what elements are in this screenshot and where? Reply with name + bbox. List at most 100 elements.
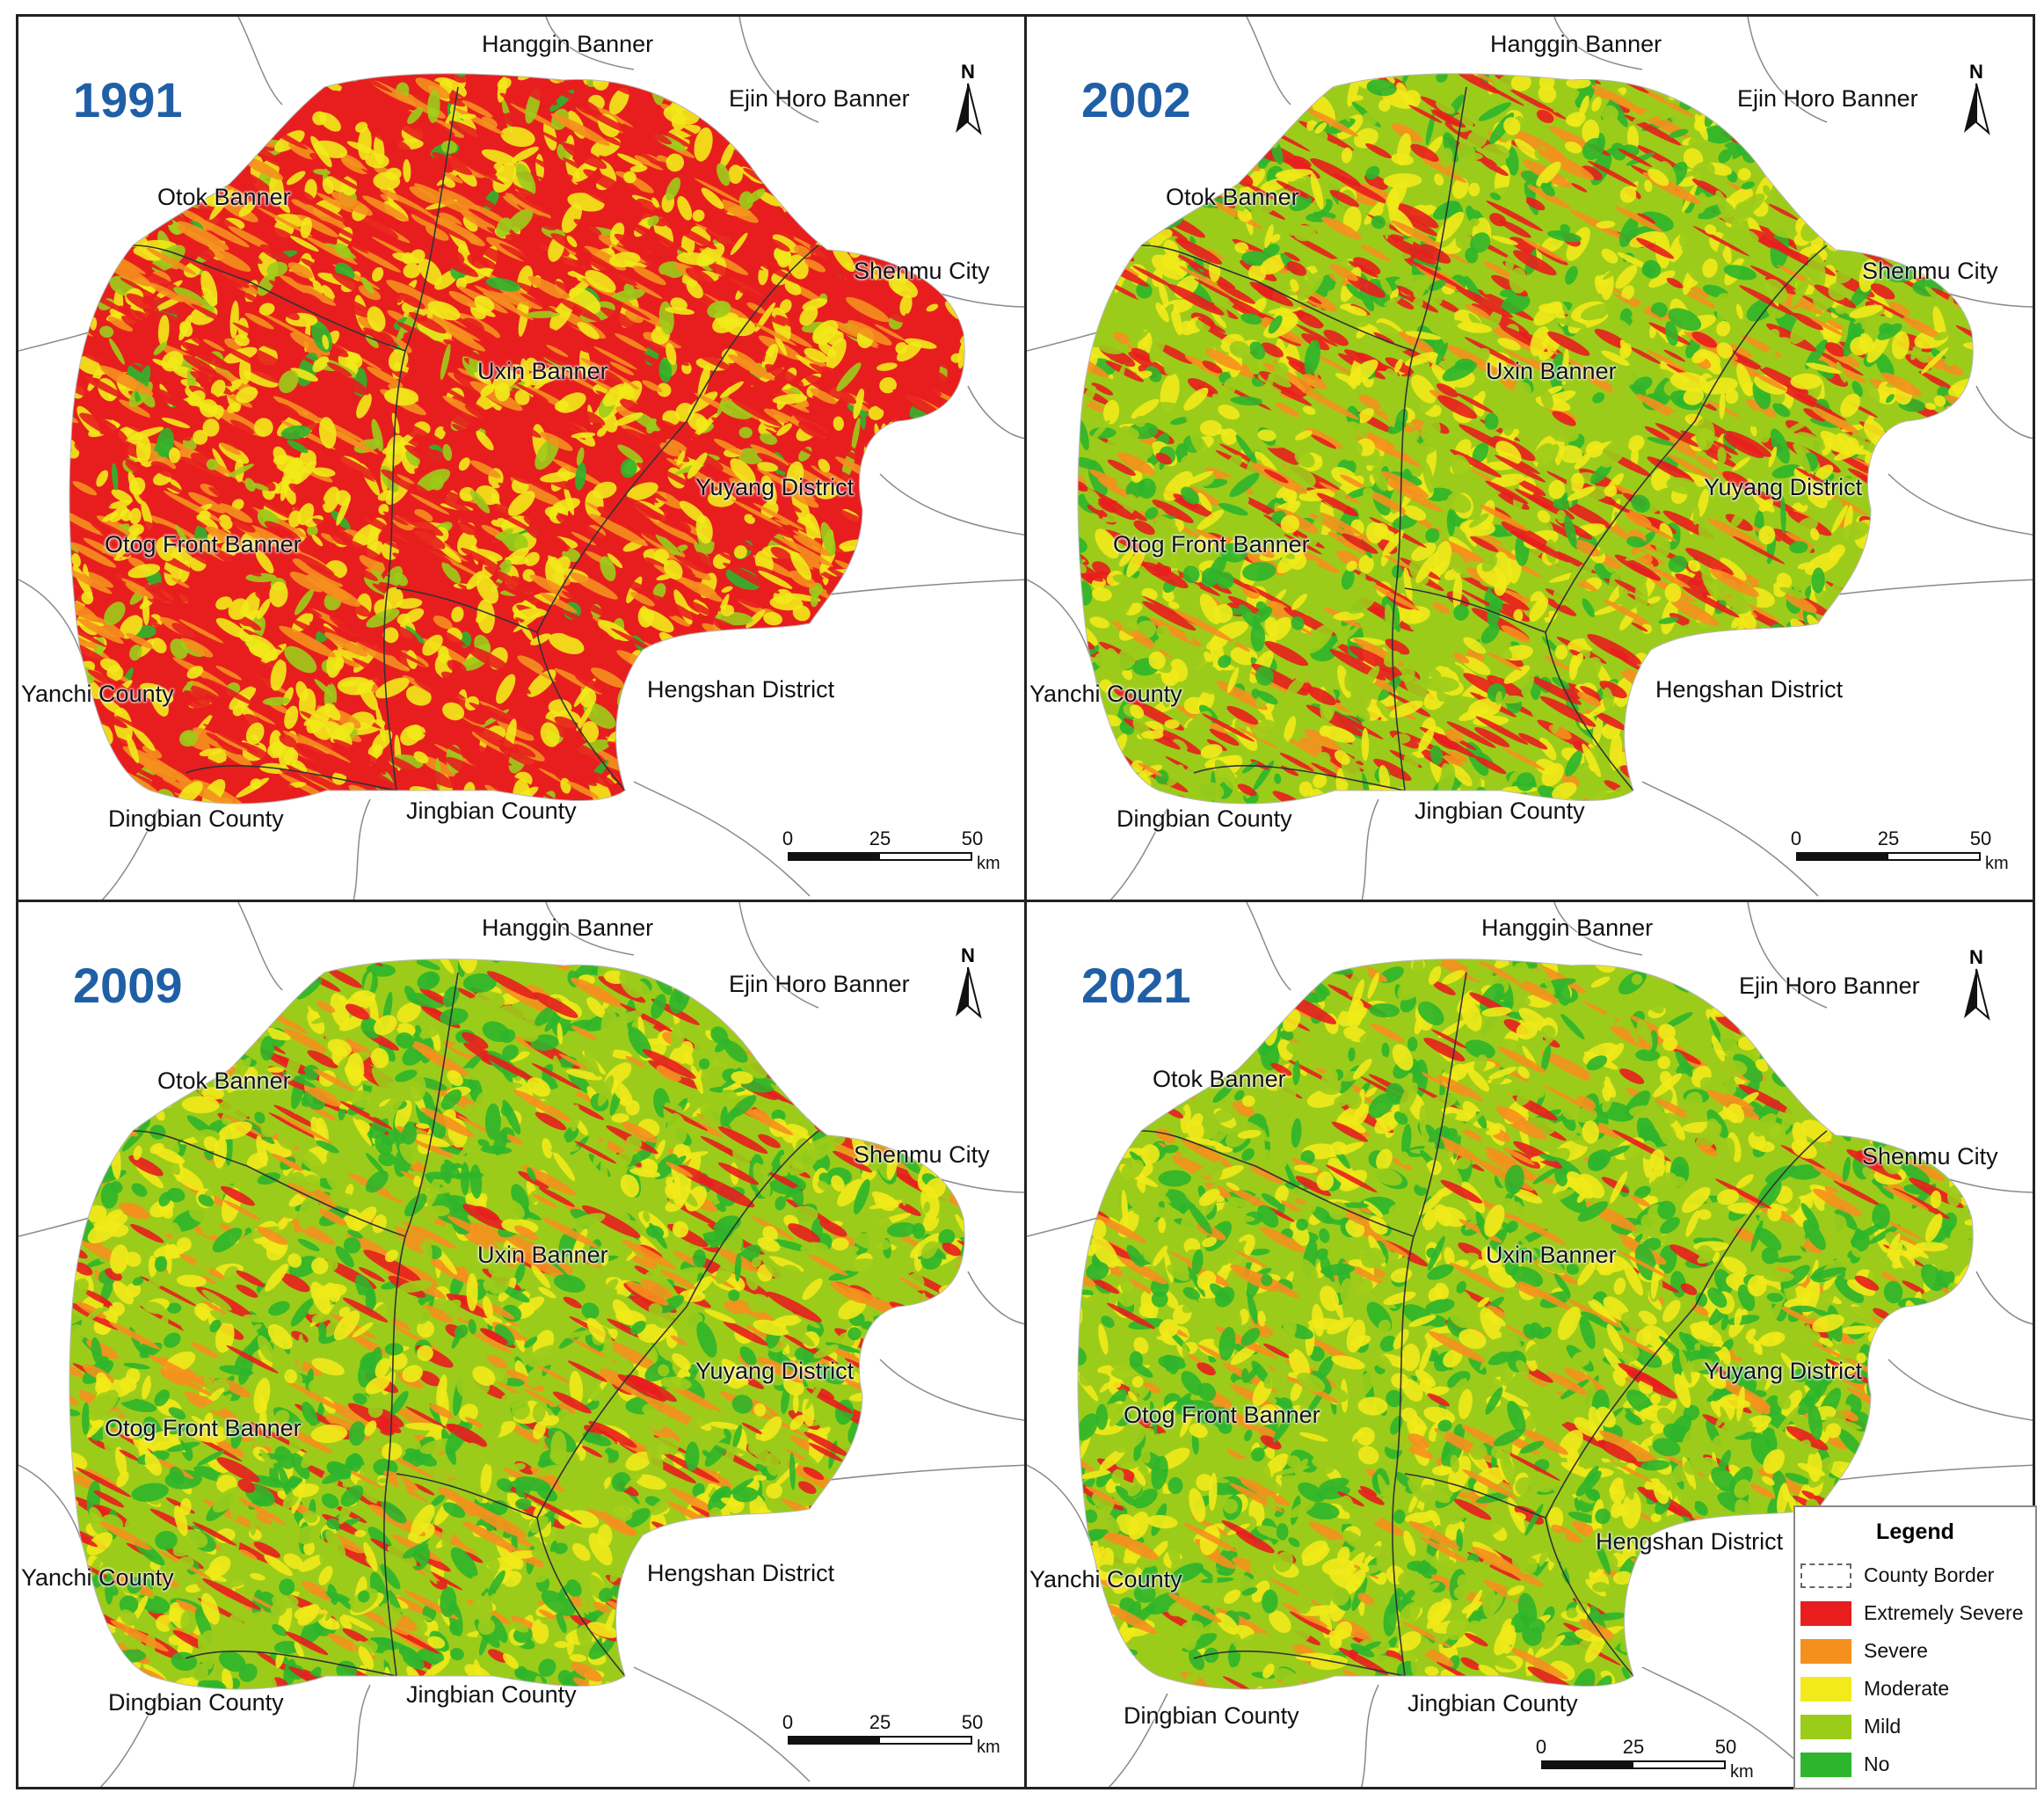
raster-patch bbox=[1724, 646, 1756, 664]
raster-patch bbox=[1711, 740, 1724, 763]
raster-patch bbox=[1933, 665, 1974, 689]
map-panel-2002: 2002 Hanggin Banner Ejin Horo Banner Oto… bbox=[1024, 14, 2035, 902]
raster-patch bbox=[246, 109, 266, 124]
raster-patch bbox=[405, 685, 432, 706]
raster-patch bbox=[609, 361, 635, 375]
raster-patch bbox=[964, 302, 965, 318]
raster-patch bbox=[880, 754, 896, 771]
raster-patch bbox=[782, 171, 834, 201]
raster-patch bbox=[653, 73, 660, 87]
raster-patch bbox=[886, 614, 909, 626]
raster-patch bbox=[69, 787, 85, 805]
raster-patch bbox=[863, 721, 901, 743]
raster-patch bbox=[871, 212, 898, 226]
raster-patch bbox=[884, 697, 916, 716]
raster-patch bbox=[841, 624, 887, 650]
raster-patch bbox=[1918, 522, 1932, 534]
raster-patch bbox=[877, 669, 899, 690]
raster-patch bbox=[1833, 708, 1847, 720]
raster-patch bbox=[1873, 652, 1888, 672]
raster-patch bbox=[662, 753, 697, 773]
raster-patch bbox=[420, 415, 440, 429]
raster-patch bbox=[729, 477, 756, 494]
raster-patch bbox=[1932, 166, 1974, 192]
raster-patch bbox=[730, 122, 763, 142]
raster-patch bbox=[666, 709, 700, 726]
raster-patch bbox=[794, 722, 830, 742]
raster-patch bbox=[636, 738, 679, 762]
raster-patch bbox=[167, 165, 185, 179]
raster-patch bbox=[937, 213, 951, 248]
raster-patch bbox=[946, 629, 965, 651]
raster-patch bbox=[1876, 133, 1908, 154]
raster-patch bbox=[1972, 689, 1974, 713]
raster-patch bbox=[1665, 749, 1683, 760]
raster-patch bbox=[702, 727, 742, 750]
raster-patch bbox=[939, 225, 957, 237]
raster-patch bbox=[801, 776, 828, 787]
raster-patch bbox=[1645, 760, 1678, 769]
raster-patch bbox=[963, 764, 965, 777]
raster-patch bbox=[801, 745, 835, 766]
severity-raster bbox=[1078, 73, 1974, 805]
raster-patch bbox=[1904, 170, 1923, 194]
raster-patch bbox=[865, 608, 887, 629]
raster-patch bbox=[1967, 693, 1974, 717]
raster-patch bbox=[69, 759, 81, 770]
raster-patch bbox=[1934, 743, 1960, 763]
raster-patch bbox=[119, 399, 151, 418]
raster-patch bbox=[1078, 206, 1106, 233]
raster-patch bbox=[846, 129, 864, 149]
raster-patch bbox=[874, 324, 906, 341]
raster-patch bbox=[853, 387, 864, 419]
raster-patch bbox=[1940, 638, 1960, 663]
raster-patch bbox=[1877, 471, 1912, 492]
raster-patch bbox=[793, 128, 837, 154]
raster-patch bbox=[1176, 141, 1225, 168]
raster-patch bbox=[1897, 735, 1944, 762]
raster-patch bbox=[462, 615, 484, 627]
raster-patch bbox=[212, 73, 262, 100]
raster-patch bbox=[742, 779, 793, 805]
raster-patch bbox=[1109, 208, 1125, 227]
raster-patch bbox=[891, 433, 920, 448]
raster-patch bbox=[1834, 746, 1849, 763]
raster-patch bbox=[938, 477, 965, 510]
raster-patch bbox=[949, 633, 965, 655]
raster-patch bbox=[906, 601, 917, 613]
north-arrow-icon bbox=[956, 83, 982, 135]
raster-patch bbox=[1728, 777, 1756, 792]
raster-patch bbox=[1728, 754, 1747, 767]
raster-patch bbox=[869, 119, 891, 141]
raster-patch bbox=[1829, 747, 1847, 773]
raster-patch bbox=[859, 633, 879, 667]
raster-patch bbox=[355, 641, 410, 672]
raster-patch bbox=[1879, 654, 1895, 674]
raster-patch bbox=[95, 763, 110, 800]
raster-patch bbox=[880, 727, 900, 740]
raster-patch bbox=[1844, 660, 1882, 678]
raster-patch bbox=[916, 100, 931, 114]
raster-patch bbox=[840, 160, 854, 181]
raster-patch bbox=[1107, 229, 1132, 244]
raster-patch bbox=[853, 119, 896, 143]
raster-patch bbox=[887, 733, 903, 750]
raster-patch bbox=[1767, 114, 1783, 132]
raster-patch bbox=[724, 710, 760, 731]
raster-patch bbox=[888, 177, 940, 206]
raster-patch bbox=[1078, 157, 1101, 173]
raster-patch bbox=[745, 780, 767, 800]
raster-patch bbox=[912, 127, 949, 149]
raster-patch bbox=[69, 754, 80, 773]
raster-patch bbox=[1875, 222, 1888, 240]
raster-patch bbox=[478, 245, 519, 269]
raster-patch bbox=[1865, 751, 1909, 776]
raster-patch bbox=[353, 438, 381, 454]
raster-patch bbox=[860, 653, 914, 683]
raster-patch bbox=[914, 519, 964, 546]
raster-patch bbox=[905, 179, 933, 197]
raster-patch bbox=[1953, 712, 1974, 732]
raster-patch bbox=[930, 476, 965, 505]
raster-patch bbox=[702, 761, 727, 777]
raster-patch bbox=[1829, 654, 1863, 675]
